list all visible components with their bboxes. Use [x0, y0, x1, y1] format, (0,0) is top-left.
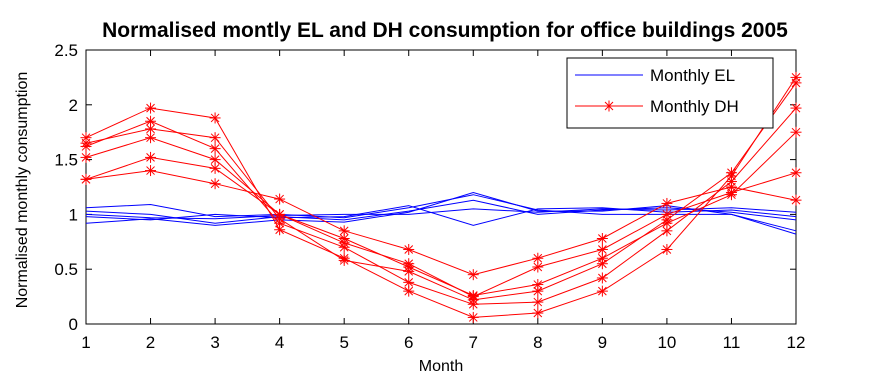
- data-point-marker: [790, 194, 802, 206]
- data-point-marker: [661, 243, 673, 255]
- series-el-1: [85, 199, 797, 224]
- data-point-marker: [145, 151, 157, 163]
- x-tick-label: 12: [787, 333, 806, 352]
- data-point-marker: [209, 112, 221, 124]
- x-tick-label: 6: [404, 333, 413, 352]
- legend: Monthly EL Monthly DH: [566, 57, 774, 129]
- x-tick-label: 8: [533, 333, 542, 352]
- data-point-marker: [790, 167, 802, 179]
- data-point-marker: [209, 178, 221, 190]
- legend-el-label: Monthly EL: [650, 66, 735, 85]
- data-point-marker: [596, 285, 608, 297]
- series-dh-10: [80, 126, 802, 302]
- data-point-marker: [274, 193, 286, 205]
- x-tick-label: 5: [339, 333, 348, 352]
- legend-star-icon: [603, 100, 615, 112]
- data-point-marker: [403, 261, 415, 273]
- series-line: [85, 191, 797, 235]
- data-point-marker: [596, 272, 608, 284]
- data-point-marker: [596, 252, 608, 264]
- data-point-marker: [532, 279, 544, 291]
- data-point-marker: [80, 137, 92, 149]
- y-tick-label: 0: [69, 315, 78, 334]
- x-tick-label: 3: [210, 333, 219, 352]
- x-tick-label: 2: [146, 333, 155, 352]
- data-point-marker: [338, 233, 350, 245]
- x-tick-label: 10: [657, 333, 676, 352]
- data-point-marker: [145, 102, 157, 114]
- y-tick-label: 2: [69, 96, 78, 115]
- data-point-marker: [725, 167, 737, 179]
- data-point-marker: [403, 276, 415, 288]
- data-point-marker: [274, 208, 286, 220]
- data-point-marker: [80, 173, 92, 185]
- y-tick-label: 1: [69, 205, 78, 224]
- x-tick-label: 1: [81, 333, 90, 352]
- data-point-marker: [790, 77, 802, 89]
- data-point-marker: [532, 285, 544, 297]
- data-point-marker: [661, 197, 673, 209]
- data-point-marker: [532, 307, 544, 319]
- x-axis-label: Month: [419, 358, 463, 375]
- data-point-marker: [596, 233, 608, 245]
- series-line: [85, 170, 797, 276]
- series-line: [85, 82, 797, 301]
- data-point-marker: [532, 296, 544, 308]
- y-tick-label: 1.5: [54, 151, 78, 170]
- chart-title: Normalised montly EL and DH consumption …: [102, 19, 788, 42]
- x-tick-label: 9: [598, 333, 607, 352]
- legend-box: [566, 57, 774, 129]
- series-line: [85, 194, 797, 232]
- data-point-marker: [145, 165, 157, 177]
- data-point-marker: [725, 176, 737, 188]
- series-el-0: [85, 194, 797, 232]
- data-point-marker: [532, 261, 544, 273]
- data-point-marker: [338, 254, 350, 266]
- y-tick-label: 0.5: [54, 260, 78, 279]
- data-point-marker: [661, 217, 673, 229]
- legend-dh-marker: [603, 100, 615, 112]
- legend-dh-label: Monthly DH: [650, 97, 739, 116]
- data-point-marker: [467, 269, 479, 281]
- x-tick-label: 4: [275, 333, 284, 352]
- data-point-marker: [790, 102, 802, 114]
- y-axis-label: Normalised monthly consumption: [14, 72, 31, 309]
- series-line: [85, 137, 797, 298]
- series-el-2: [85, 207, 797, 220]
- data-point-marker: [790, 126, 802, 138]
- data-point-marker: [274, 224, 286, 236]
- series-line: [85, 77, 797, 318]
- data-point-marker: [403, 243, 415, 255]
- y-tick-label: 2.5: [54, 41, 78, 60]
- data-point-marker: [467, 311, 479, 323]
- series-line: [85, 131, 797, 297]
- series-layer: [80, 71, 802, 323]
- data-point-marker: [80, 151, 92, 163]
- x-tick-label: 11: [723, 333, 741, 352]
- series-line: [85, 107, 797, 305]
- data-point-marker: [209, 162, 221, 174]
- data-point-marker: [209, 143, 221, 155]
- series-line: [85, 207, 797, 220]
- data-point-marker: [467, 290, 479, 302]
- data-point-marker: [145, 123, 157, 135]
- x-tick-label: 7: [469, 333, 478, 352]
- series-line: [85, 199, 797, 224]
- series-el-4: [85, 191, 797, 235]
- data-point-marker: [209, 132, 221, 144]
- data-point-marker: [532, 252, 544, 264]
- data-point-marker: [725, 189, 737, 201]
